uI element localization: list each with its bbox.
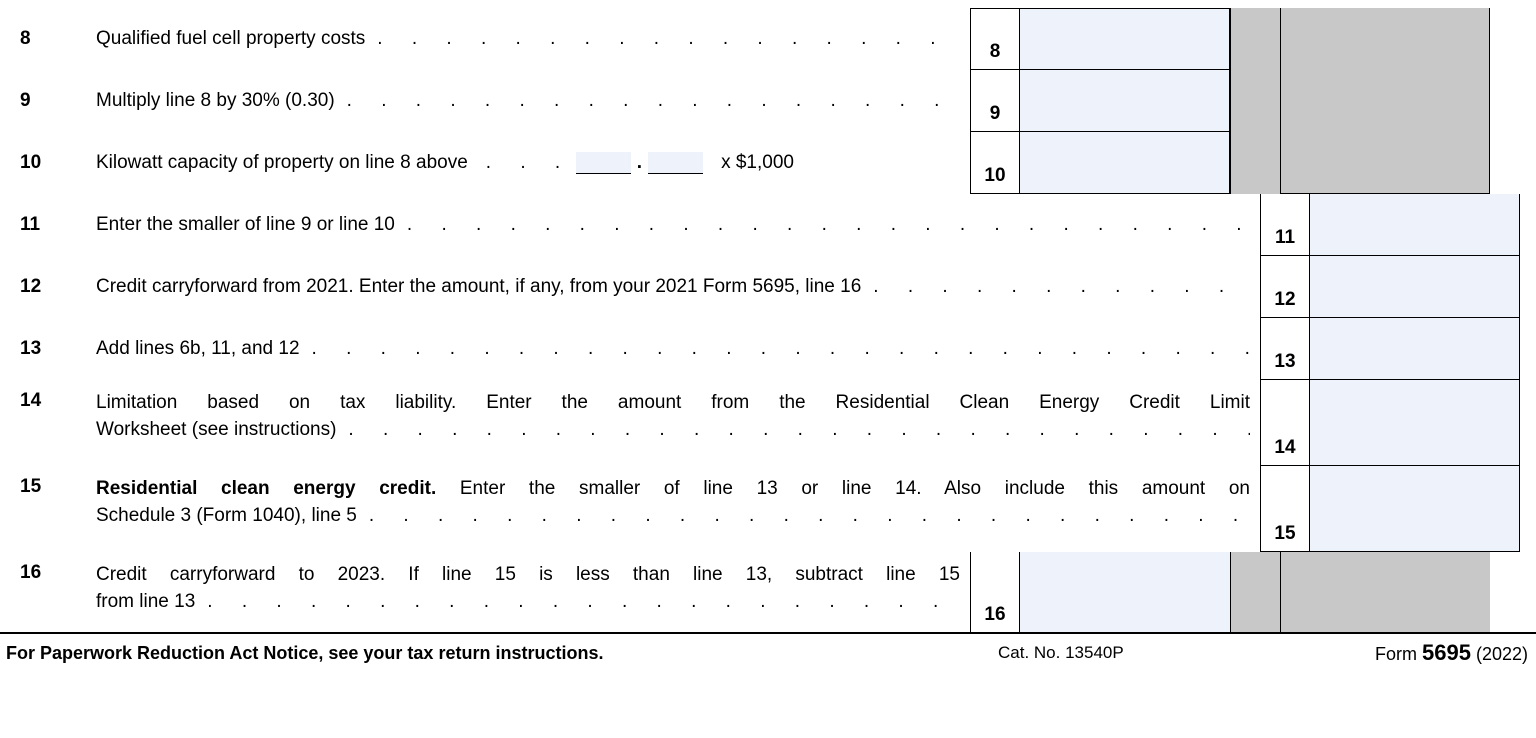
line-11-instruction: Enter the smaller of line 9 or line 10 (96, 194, 1260, 256)
footer-form-id: Form 5695 (2022) (1328, 640, 1528, 666)
line-12-box-label: 12 (1260, 256, 1310, 318)
line-12: 12 Credit carryforward from 2021. Enter … (0, 256, 1536, 318)
line-9: 9 Multiply line 8 by 30% (0.30) 9 (0, 70, 1536, 132)
line-8-box-label: 8 (970, 8, 1020, 70)
line-9-box-label: 9 (970, 70, 1020, 132)
line-16-text-a: Credit carryforward to 2023. If line 15 … (96, 562, 960, 589)
kw-whole-input[interactable] (576, 152, 631, 174)
line-15-text-b: Schedule 3 (Form 1040), line 5 (96, 503, 357, 530)
line-12-number: 12 (0, 256, 96, 318)
dot-leader (395, 212, 1250, 239)
line-13-instruction: Add lines 6b, 11, and 12 (96, 318, 1260, 380)
line-10-box-label: 10 (970, 132, 1020, 194)
line-10-number: 10 (0, 132, 96, 194)
line-13-text: Add lines 6b, 11, and 12 (96, 336, 300, 363)
grey-spacer (1280, 132, 1490, 194)
line-12-instruction: Credit carryforward from 2021. Enter the… (96, 256, 1260, 318)
line-16-amount[interactable] (1020, 552, 1230, 632)
line-10-text: Kilowatt capacity of property on line 8 … (96, 150, 468, 177)
line-13-amount[interactable] (1310, 318, 1520, 380)
line-12-text: Credit carryforward from 2021. Enter the… (96, 274, 861, 301)
line-16: 16 Credit carryforward to 2023. If line … (0, 552, 1536, 632)
form-page: 8 Qualified fuel cell property costs 8 9… (0, 0, 1536, 738)
line-13-number: 13 (0, 318, 96, 380)
footer-form-word: Form (1375, 644, 1422, 664)
footer-paperwork-notice: For Paperwork Reduction Act Notice, see … (6, 643, 998, 664)
dot-leader (300, 336, 1250, 363)
line-15-box-label: 15 (1260, 466, 1310, 552)
line-16-instruction: Credit carryforward to 2023. If line 15 … (96, 552, 970, 632)
line-14-box-label: 14 (1260, 380, 1310, 466)
line-8-number: 8 (0, 8, 96, 70)
line-10-mult: x $1,000 (709, 150, 802, 177)
line-10: 10 Kilowatt capacity of property on line… (0, 132, 1536, 194)
footer-cat-no: Cat. No. 13540P (998, 643, 1328, 663)
footer-form-year: (2022) (1471, 644, 1528, 664)
kw-frac-input[interactable] (648, 152, 703, 174)
line-8: 8 Qualified fuel cell property costs 8 (0, 8, 1536, 70)
dot-leader (365, 26, 960, 53)
dot-leader (195, 589, 960, 616)
line-15-amount[interactable] (1310, 466, 1520, 552)
line-15-number: 15 (0, 466, 96, 552)
footer-form-number: 5695 (1422, 640, 1471, 665)
line-16-number: 16 (0, 552, 96, 632)
dot-leader (474, 150, 570, 177)
line-14-number: 14 (0, 380, 96, 466)
line-10-instruction: Kilowatt capacity of property on line 8 … (96, 132, 970, 194)
line-8-instruction: Qualified fuel cell property costs (96, 8, 970, 70)
grey-spacer (1230, 132, 1280, 194)
line-15-text-a: Enter the smaller of line 13 or line 14.… (436, 478, 1250, 499)
line-11: 11 Enter the smaller of line 9 or line 1… (0, 194, 1536, 256)
line-13-box-label: 13 (1260, 318, 1310, 380)
grey-spacer (1230, 70, 1280, 132)
grey-spacer (1230, 552, 1280, 632)
dot-leader (357, 503, 1250, 530)
grey-spacer (1280, 8, 1490, 70)
line-14: 14 Limitation based on tax liability. En… (0, 380, 1536, 466)
line-14-amount[interactable] (1310, 380, 1520, 466)
line-16-box-label: 16 (970, 552, 1020, 632)
grey-spacer (1230, 8, 1280, 70)
line-11-box-label: 11 (1260, 194, 1310, 256)
line-9-text: Multiply line 8 by 30% (0.30) (96, 88, 335, 115)
line-15-bold: Residential clean energy credit. (96, 478, 436, 499)
line-12-amount[interactable] (1310, 256, 1520, 318)
line-14-text-a: Limitation based on tax liability. Enter… (96, 390, 1250, 417)
dot-leader (336, 417, 1250, 444)
line-9-instruction: Multiply line 8 by 30% (0.30) (96, 70, 970, 132)
line-14-instruction: Limitation based on tax liability. Enter… (96, 380, 1260, 466)
form-footer: For Paperwork Reduction Act Notice, see … (0, 634, 1536, 666)
line-15-instruction: Residential clean energy credit. Enter t… (96, 466, 1260, 552)
line-15: 15 Residential clean energy credit. Ente… (0, 466, 1536, 552)
line-11-number: 11 (0, 194, 96, 256)
line-13: 13 Add lines 6b, 11, and 12 13 (0, 318, 1536, 380)
line-11-amount[interactable] (1310, 194, 1520, 256)
kw-decimal-point: . (637, 150, 642, 177)
line-10-amount[interactable] (1020, 132, 1230, 194)
line-8-amount[interactable] (1020, 8, 1230, 70)
grey-spacer (1280, 70, 1490, 132)
line-9-amount[interactable] (1020, 70, 1230, 132)
line-16-text-b: from line 13 (96, 589, 195, 616)
line-11-text: Enter the smaller of line 9 or line 10 (96, 212, 395, 239)
line-14-text-b: Worksheet (see instructions) (96, 417, 336, 444)
grey-spacer (1280, 552, 1490, 632)
dot-leader (861, 274, 1250, 301)
line-9-number: 9 (0, 70, 96, 132)
dot-leader (335, 88, 960, 115)
line-8-text: Qualified fuel cell property costs (96, 26, 365, 53)
